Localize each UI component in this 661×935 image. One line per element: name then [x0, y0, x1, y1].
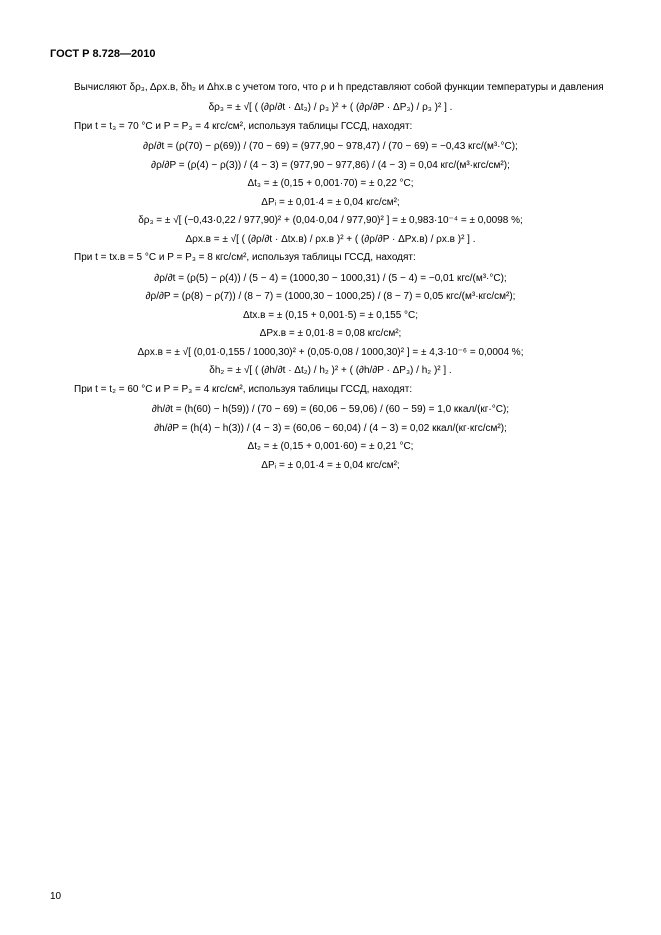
- eq-dh2: δh₂ = ± √[ ( (∂h/∂t · Δt₂) / h₂ )² + ( (…: [50, 365, 611, 378]
- eq-c3-d: ΔPᵢ = ± 0,01·4 = ± 0,04 кгс/см²;: [50, 460, 611, 473]
- page-number: 10: [50, 891, 61, 904]
- page: ГОСТ Р 8.728—2010 Вычисляют δρ₃, Δρх.в, …: [0, 0, 661, 935]
- eq-c2-b: ∂ρ/∂P = (ρ(8) − ρ(7)) / (8 − 7) = (1000,…: [50, 291, 611, 304]
- intro-text: Вычисляют δρ₃, Δρх.в, δh₂ и Δhх.в с учет…: [50, 82, 611, 95]
- eq-c1-d: ΔPᵢ = ± 0,01·4 = ± 0,04 кгс/см²;: [50, 197, 611, 210]
- eq-drho-xa: Δρх.в = ± √[ ( (∂ρ/∂t · Δtх.в) / ρх.в )²…: [50, 234, 611, 247]
- eq-c1-a: ∂ρ/∂t = (ρ(70) − ρ(69)) / (70 − 69) = (9…: [50, 141, 611, 154]
- eq-c2-d: ΔPх.в = ± 0,01·8 = 0,08 кгс/см²;: [50, 328, 611, 341]
- eq-c1-e: δρ₃ = ± √[ (−0,43·0,22 / 977,90)² + (0,0…: [50, 215, 611, 228]
- doc-header: ГОСТ Р 8.728—2010: [50, 48, 611, 62]
- cond1-text: При t = t₃ = 70 °С и P = P₃ = 4 кгс/см²,…: [50, 121, 611, 134]
- eq-c3-b: ∂h/∂P = (h(4) − h(3)) / (4 − 3) = (60,06…: [50, 423, 611, 436]
- eq-c2-a: ∂ρ/∂t = (ρ(5) − ρ(4)) / (5 − 4) = (1000,…: [50, 273, 611, 286]
- eq-c1-b: ∂ρ/∂P = (ρ(4) − ρ(3)) / (4 − 3) = (977,9…: [50, 160, 611, 173]
- cond3-text: При t = t₂ = 60 °С и P = P₃ = 4 кгс/см²,…: [50, 384, 611, 397]
- eq-c1-c: Δt₃ = ± (0,15 + 0,001·70) = ± 0,22 °С;: [50, 178, 611, 191]
- cond2-text: При t = tх.в = 5 °С и P = P₃ = 8 кгс/см²…: [50, 252, 611, 265]
- eq-c2-c: Δtх.в = ± (0,15 + 0,001·5) = ± 0,155 °С;: [50, 310, 611, 323]
- eq-c2-e: Δρх.в = ± √[ (0,01·0,155 / 1000,30)² + (…: [50, 347, 611, 360]
- eq-drho3: δρ₃ = ± √[ ( (∂ρ/∂t · Δt₃) / ρ₃ )² + ( (…: [50, 102, 611, 115]
- eq-c3-a: ∂h/∂t = (h(60) − h(59)) / (70 − 69) = (6…: [50, 404, 611, 417]
- eq-c3-c: Δt₂ = ± (0,15 + 0,001·60) = ± 0,21 °С;: [50, 441, 611, 454]
